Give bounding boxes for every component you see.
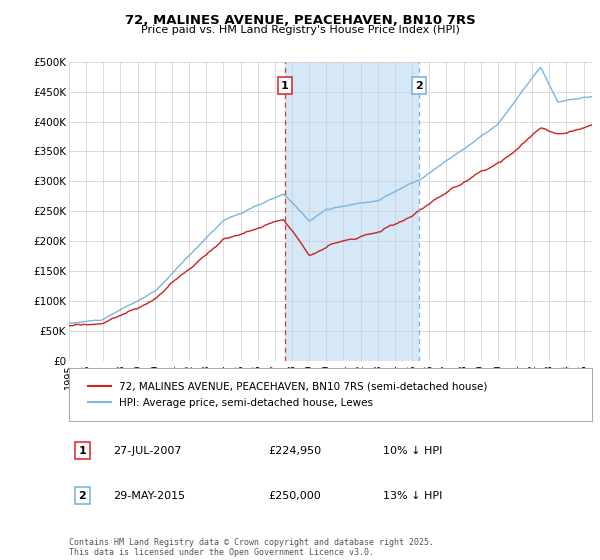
- Text: 10% ↓ HPI: 10% ↓ HPI: [383, 446, 442, 456]
- Text: Contains HM Land Registry data © Crown copyright and database right 2025.
This d: Contains HM Land Registry data © Crown c…: [69, 538, 434, 557]
- Text: Price paid vs. HM Land Registry's House Price Index (HPI): Price paid vs. HM Land Registry's House …: [140, 25, 460, 35]
- Text: 1: 1: [281, 81, 289, 91]
- Bar: [284, 62, 419, 361]
- Text: 2: 2: [78, 491, 86, 501]
- Text: 1: 1: [78, 446, 86, 456]
- Legend: 72, MALINES AVENUE, PEACEHAVEN, BN10 7RS (semi-detached house), HPI: Average pri: 72, MALINES AVENUE, PEACEHAVEN, BN10 7RS…: [79, 373, 496, 416]
- Text: 27-JUL-2007: 27-JUL-2007: [113, 446, 182, 456]
- Text: £250,000: £250,000: [268, 491, 320, 501]
- Text: 72, MALINES AVENUE, PEACEHAVEN, BN10 7RS: 72, MALINES AVENUE, PEACEHAVEN, BN10 7RS: [125, 14, 475, 27]
- Text: £224,950: £224,950: [268, 446, 321, 456]
- Text: 2: 2: [415, 81, 423, 91]
- Text: 29-MAY-2015: 29-MAY-2015: [113, 491, 185, 501]
- Text: 13% ↓ HPI: 13% ↓ HPI: [383, 491, 442, 501]
